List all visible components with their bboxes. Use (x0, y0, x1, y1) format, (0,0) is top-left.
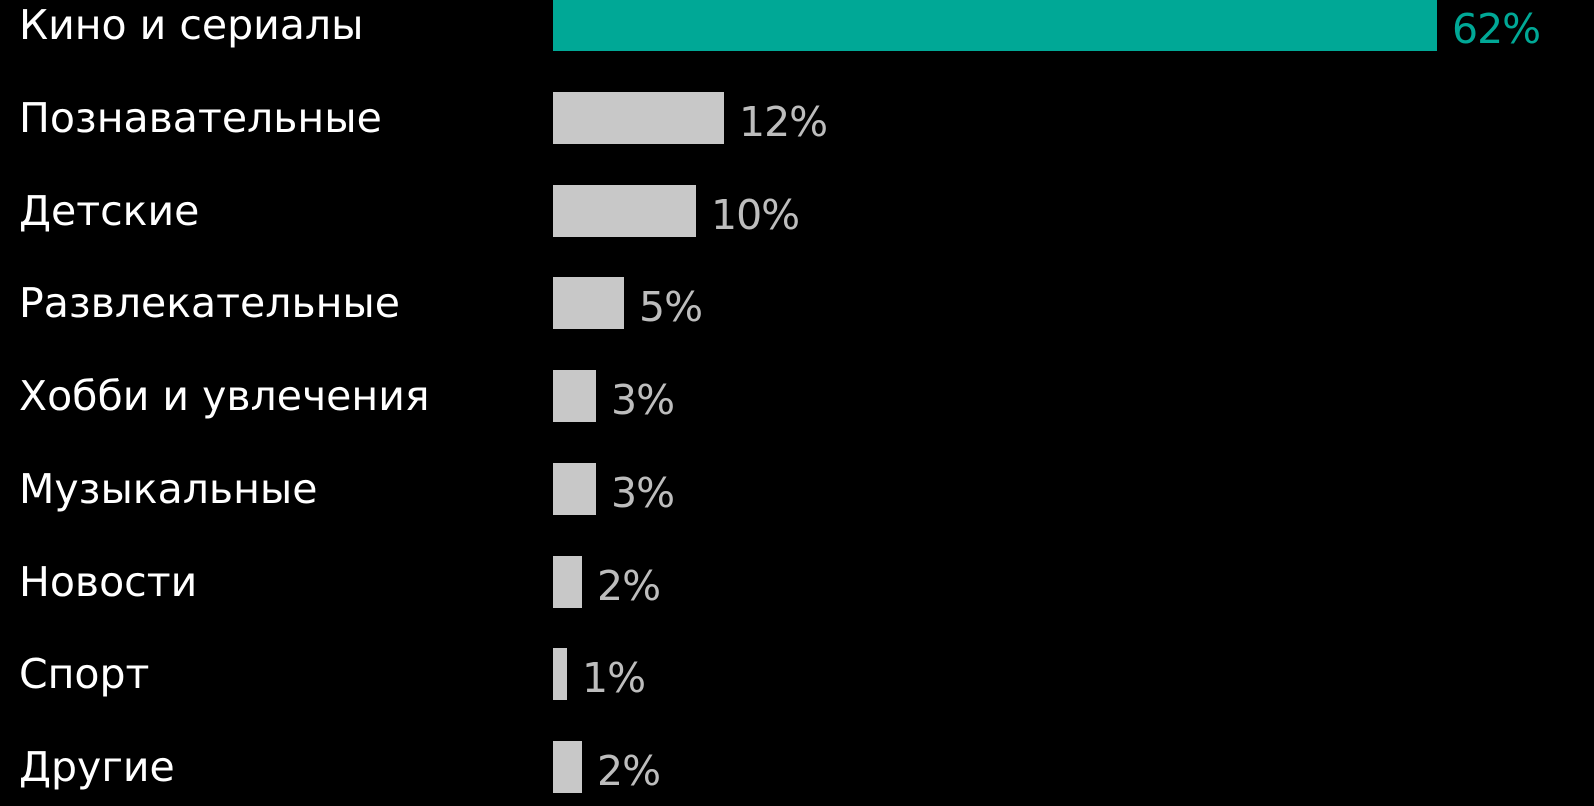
category-label: Познавательные (19, 94, 382, 142)
category-label: Новости (19, 558, 198, 606)
value-label: 10% (711, 191, 800, 239)
bar (553, 185, 696, 237)
category-label: Другие (19, 743, 175, 791)
bar (553, 463, 596, 515)
value-label: 5% (639, 283, 703, 331)
bar (553, 556, 582, 608)
category-label: Музыкальные (19, 465, 318, 513)
category-label: Спорт (19, 650, 150, 698)
bar (553, 277, 624, 329)
category-label: Развлекательные (19, 279, 401, 327)
value-label: 12% (739, 98, 828, 146)
category-label: Хобби и увлечения (19, 372, 430, 420)
value-label: 2% (597, 562, 661, 610)
bar (553, 648, 567, 700)
category-label: Детские (19, 187, 200, 235)
bar (553, 0, 1437, 51)
bar (553, 92, 724, 144)
value-label: 62% (1452, 5, 1541, 53)
value-label: 3% (611, 376, 675, 424)
bar (553, 370, 596, 422)
value-label: 3% (611, 469, 675, 517)
category-label: Кино и сериалы (19, 1, 364, 49)
bar (553, 741, 582, 793)
value-label: 1% (582, 654, 646, 702)
value-label: 2% (597, 747, 661, 795)
